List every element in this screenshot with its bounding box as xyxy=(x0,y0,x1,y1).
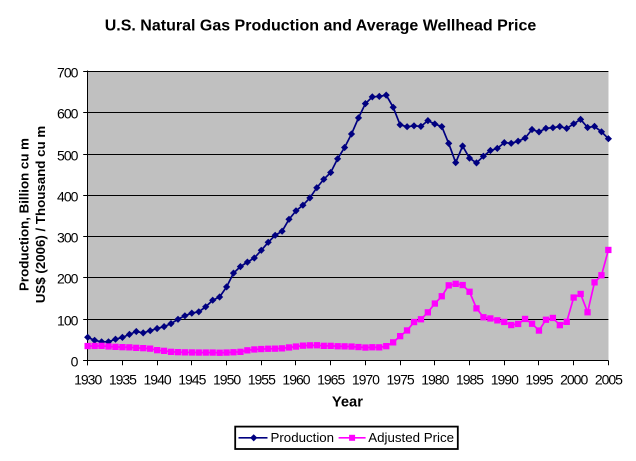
svg-text:2005: 2005 xyxy=(595,371,623,387)
svg-text:1930: 1930 xyxy=(74,371,102,387)
svg-text:500: 500 xyxy=(57,147,79,163)
svg-text:1940: 1940 xyxy=(144,371,172,387)
svg-text:Year: Year xyxy=(332,395,363,411)
svg-text:Production: Production xyxy=(271,430,335,445)
svg-text:700: 700 xyxy=(57,64,79,80)
svg-text:1945: 1945 xyxy=(178,371,206,387)
svg-text:Production, Billion cu m: Production, Billion cu m xyxy=(17,138,32,291)
svg-text:2000: 2000 xyxy=(560,371,588,387)
svg-text:1970: 1970 xyxy=(352,371,380,387)
svg-text:1980: 1980 xyxy=(421,371,449,387)
svg-text:US$ (2006) / Thousand cu m: US$ (2006) / Thousand cu m xyxy=(33,126,48,303)
svg-text:0: 0 xyxy=(71,353,79,369)
svg-text:Adjusted Price: Adjusted Price xyxy=(368,430,454,445)
svg-text:1995: 1995 xyxy=(525,371,553,387)
svg-text:100: 100 xyxy=(57,312,79,328)
svg-text:1975: 1975 xyxy=(387,371,415,387)
svg-text:600: 600 xyxy=(57,105,79,121)
svg-text:1965: 1965 xyxy=(317,371,345,387)
svg-text:1960: 1960 xyxy=(282,371,310,387)
svg-text:200: 200 xyxy=(57,270,79,286)
svg-text:1950: 1950 xyxy=(213,371,241,387)
svg-text:1990: 1990 xyxy=(491,371,519,387)
svg-text:1955: 1955 xyxy=(248,371,276,387)
svg-text:1935: 1935 xyxy=(109,371,137,387)
svg-text:400: 400 xyxy=(57,188,79,204)
svg-text:300: 300 xyxy=(57,229,79,245)
svg-text:1985: 1985 xyxy=(456,371,484,387)
svg-text:U.S. Natural Gas Production an: U.S. Natural Gas Production and Average … xyxy=(105,18,537,35)
